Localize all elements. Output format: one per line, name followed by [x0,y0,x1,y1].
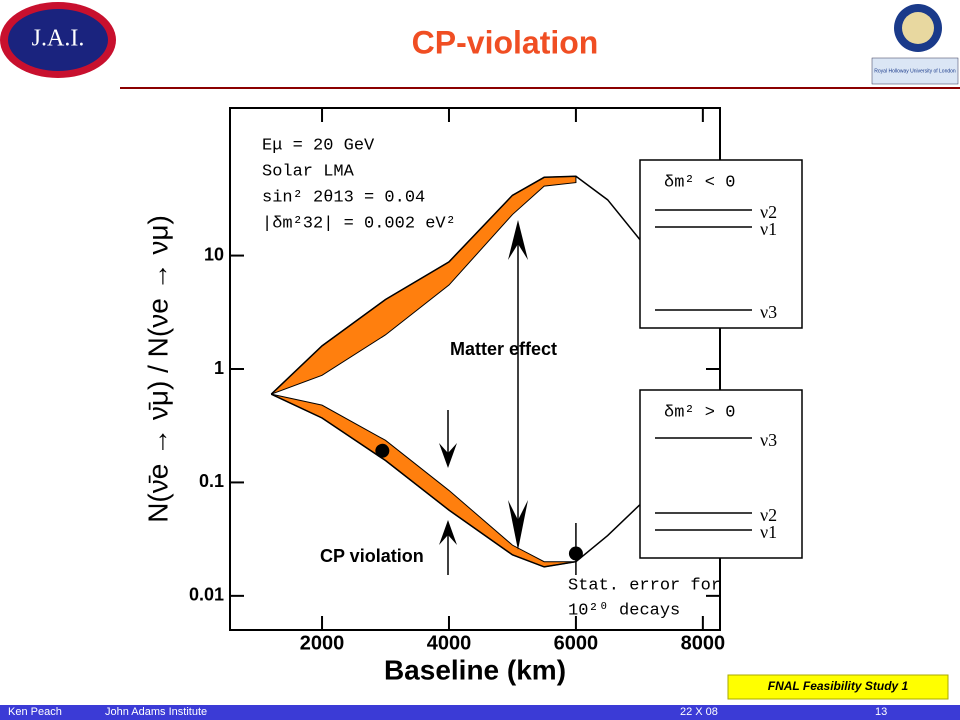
note-text: FNAL Feasibility Study 1 [768,679,909,693]
annotation: CP violation [320,546,424,566]
inset-box [639,159,803,329]
level-label: ν1 [760,522,777,542]
footer-bar [0,705,960,720]
rh-logo-text: Royal Holloway University of London [874,68,956,74]
level-label: ν3 [760,430,777,450]
curve [270,393,672,568]
inset-title: δm² < 0 [664,173,735,192]
annotation: Stat. error for [568,576,721,595]
curve [270,175,672,395]
y-axis-label: N(ν̄e → ν̄μ) / N(νe → νμ) [142,215,173,523]
y-tick-label: 0.1 [199,471,224,491]
x-tick-label: 2000 [300,632,345,654]
note-box [727,674,949,700]
x-axis-label: Baseline (km) [384,654,566,685]
arrow-head [508,220,528,260]
annotation: Matter effect [450,339,557,359]
y-tick-label: 0.01 [189,585,224,605]
level-label: ν2 [760,202,777,222]
inset-title: δm² > 0 [664,403,735,422]
jai-logo-inner [8,9,108,71]
footer-institute: John Adams Institute [105,706,207,718]
footer-date: 22 X 08 [680,706,718,718]
rh-logo [871,57,959,85]
arrow-head [439,443,457,468]
level-label: ν2 [760,505,777,525]
parameter: sin² 2θ13 = 0.04 [262,188,425,207]
footer-page: 13 [875,706,887,718]
parameter: |δm²32| = 0.002 eV² [262,214,456,233]
x-tick-label: 4000 [427,632,472,654]
x-tick-label: 8000 [681,632,726,654]
jai-logo-text: J.A.I. [32,26,85,52]
y-tick-label: 1 [214,358,224,378]
level-label: ν3 [760,302,777,322]
data-point [375,443,390,458]
annotation: 10²⁰ decays [568,601,680,620]
crest-inner [902,12,934,44]
y-tick-label: 10 [204,244,224,264]
arrow-head [508,500,528,550]
slide-title: CP-violation [412,24,599,60]
x-tick-label: 6000 [554,632,599,654]
arrow-head [439,520,457,545]
footer-author: Ken Peach [8,706,62,718]
parameter: Solar LMA [262,162,355,181]
chart: 2000 4000 6000 8000 10 1 0.1 0.01 Baseline (km) N… [142,107,803,685]
level-label: ν1 [760,219,777,239]
parameter: Eμ = 20 GeV [262,136,375,155]
